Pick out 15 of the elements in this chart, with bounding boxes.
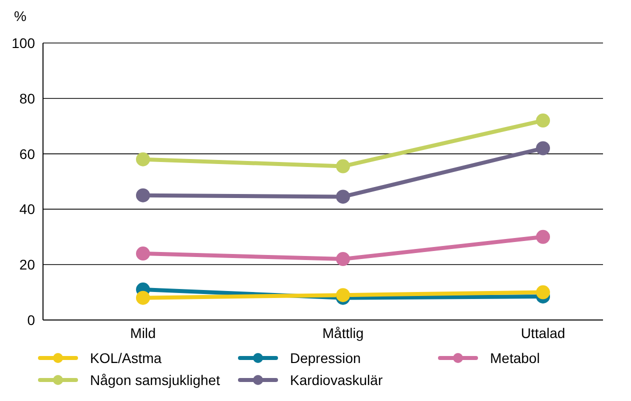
legend-label: Kardiovaskulär (290, 372, 383, 388)
x-tick-label: Uttalad (520, 324, 566, 341)
x-tick-label: Måttlig (322, 324, 364, 341)
legend-label: Metabol (490, 350, 540, 366)
y-tick-label: 20 (19, 256, 36, 273)
y-tick-label: 60 (19, 146, 36, 162)
y-tick-label: 40 (19, 201, 36, 218)
y-tick-label: 0 (27, 312, 36, 328)
y-axis-title: % (14, 8, 26, 24)
y-tick-label: 80 (19, 90, 36, 106)
legend-label: KOL/Astma (90, 350, 162, 366)
legend-label: Någon samsjuklighet (90, 372, 220, 388)
y-tick-label: 100 (12, 34, 36, 51)
legend-label: Depression (290, 350, 361, 366)
x-tick-label: Mild (130, 324, 156, 341)
